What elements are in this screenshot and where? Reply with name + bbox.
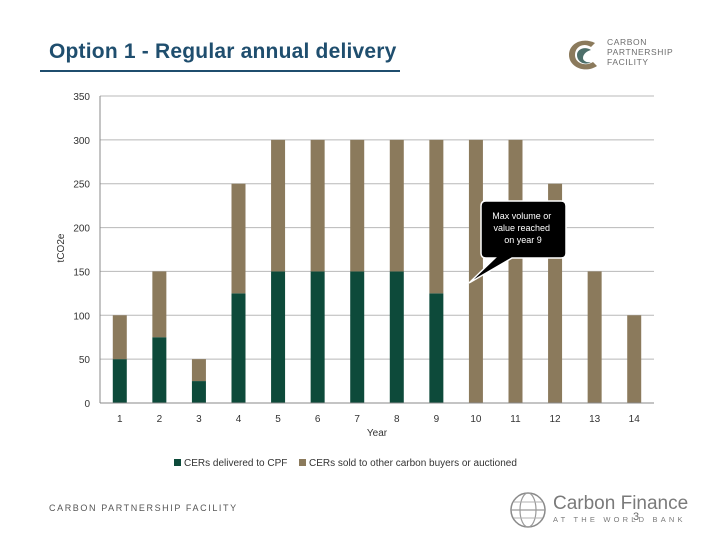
x-tick-label: 7 — [354, 414, 360, 425]
x-tick-label: 13 — [589, 414, 601, 425]
y-axis-title: tCO2e — [56, 233, 67, 262]
x-tick-label: 4 — [236, 414, 242, 425]
bar-sold-to-others — [468, 139, 483, 403]
x-tick-label: 1 — [117, 414, 123, 425]
bar-delivered-to-cpf — [429, 293, 444, 403]
annotation-callout: Max volume or value reached on year 9 — [468, 200, 567, 284]
bar-delivered-to-cpf — [310, 271, 325, 403]
bar-sold-to-others — [627, 315, 642, 403]
x-tick-label: 12 — [550, 414, 562, 425]
y-tick-label: 150 — [73, 267, 90, 278]
x-tick-label: 11 — [510, 414, 521, 425]
y-tick-label: 100 — [73, 311, 90, 322]
bar-delivered-to-cpf — [231, 293, 246, 403]
x-tick-label: 5 — [275, 414, 281, 425]
x-tick-label: 14 — [629, 414, 641, 425]
bar-delivered-to-cpf — [389, 271, 404, 403]
bar-sold-to-others — [429, 139, 444, 294]
footer-brand: Carbon Finance — [553, 493, 689, 514]
x-axis-title: Year — [367, 428, 388, 439]
legend-swatch-delivered — [174, 459, 181, 466]
x-tick-label: 8 — [394, 414, 400, 425]
legend-label-sold: CERs sold to other carbon buyers or auct… — [309, 458, 517, 469]
x-tick-label: 3 — [196, 414, 202, 425]
y-tick-label: 300 — [73, 136, 90, 147]
cpf-logo-icon — [569, 40, 597, 70]
bar-sold-to-others — [587, 271, 602, 403]
cpf-logo-line-1: CARBON — [607, 37, 647, 47]
legend-label-delivered: CERs delivered to CPF — [184, 458, 287, 469]
bar-delivered-to-cpf — [152, 337, 167, 403]
bar-sold-to-others — [271, 139, 286, 272]
bar-sold-to-others — [231, 183, 246, 294]
footer-brand-subtitle: AT THE WORLD BANK — [553, 515, 686, 524]
cpf-logo-line-3: FACILITY — [607, 57, 649, 67]
bar-sold-to-others — [310, 139, 325, 272]
bar-delivered-to-cpf — [112, 359, 127, 403]
y-axis-tick-labels: 0 50 100 150 200 250 300 350 — [73, 92, 90, 410]
x-tick-label: 2 — [157, 414, 163, 425]
cpf-logo-text: CARBON PARTNERSHIP FACILITY — [607, 37, 697, 67]
y-tick-label: 350 — [73, 92, 90, 103]
title-underline — [40, 70, 400, 72]
bar-sold-to-others — [350, 139, 365, 272]
cpf-logo-line-2: PARTNERSHIP — [607, 47, 674, 57]
x-tick-label: 10 — [470, 414, 482, 425]
x-tick-label: 6 — [315, 414, 321, 425]
slide-title: Option 1 - Regular annual delivery — [49, 40, 397, 63]
carbon-finance-globe-icon — [510, 492, 546, 528]
legend-swatch-sold — [299, 459, 306, 466]
bar-sold-to-others — [508, 139, 523, 403]
bar-sold-to-others — [152, 271, 167, 338]
bar-delivered-to-cpf — [191, 381, 206, 403]
bar-delivered-to-cpf — [350, 271, 365, 403]
bar-sold-to-others — [112, 315, 127, 360]
page-number: 3 — [633, 511, 640, 523]
bar-sold-to-others — [389, 139, 404, 272]
y-tick-label: 50 — [79, 355, 91, 366]
bar-sold-to-others — [191, 359, 206, 382]
legend: CERs delivered to CPF CERs sold to other… — [174, 458, 517, 469]
y-tick-label: 250 — [73, 180, 90, 191]
gridlines — [100, 95, 654, 404]
x-tick-label: 9 — [434, 414, 440, 425]
footer-org-name: CARBON PARTNERSHIP FACILITY — [49, 503, 238, 513]
x-axis-tick-labels: 1 2 3 4 5 6 7 8 9 10 11 12 13 14 — [117, 414, 640, 425]
y-tick-label: 200 — [73, 224, 90, 235]
y-tick-label: 0 — [84, 399, 90, 410]
annotation-text: Max volume or value reached on year 9 — [492, 211, 554, 245]
bar-delivered-to-cpf — [271, 271, 286, 403]
